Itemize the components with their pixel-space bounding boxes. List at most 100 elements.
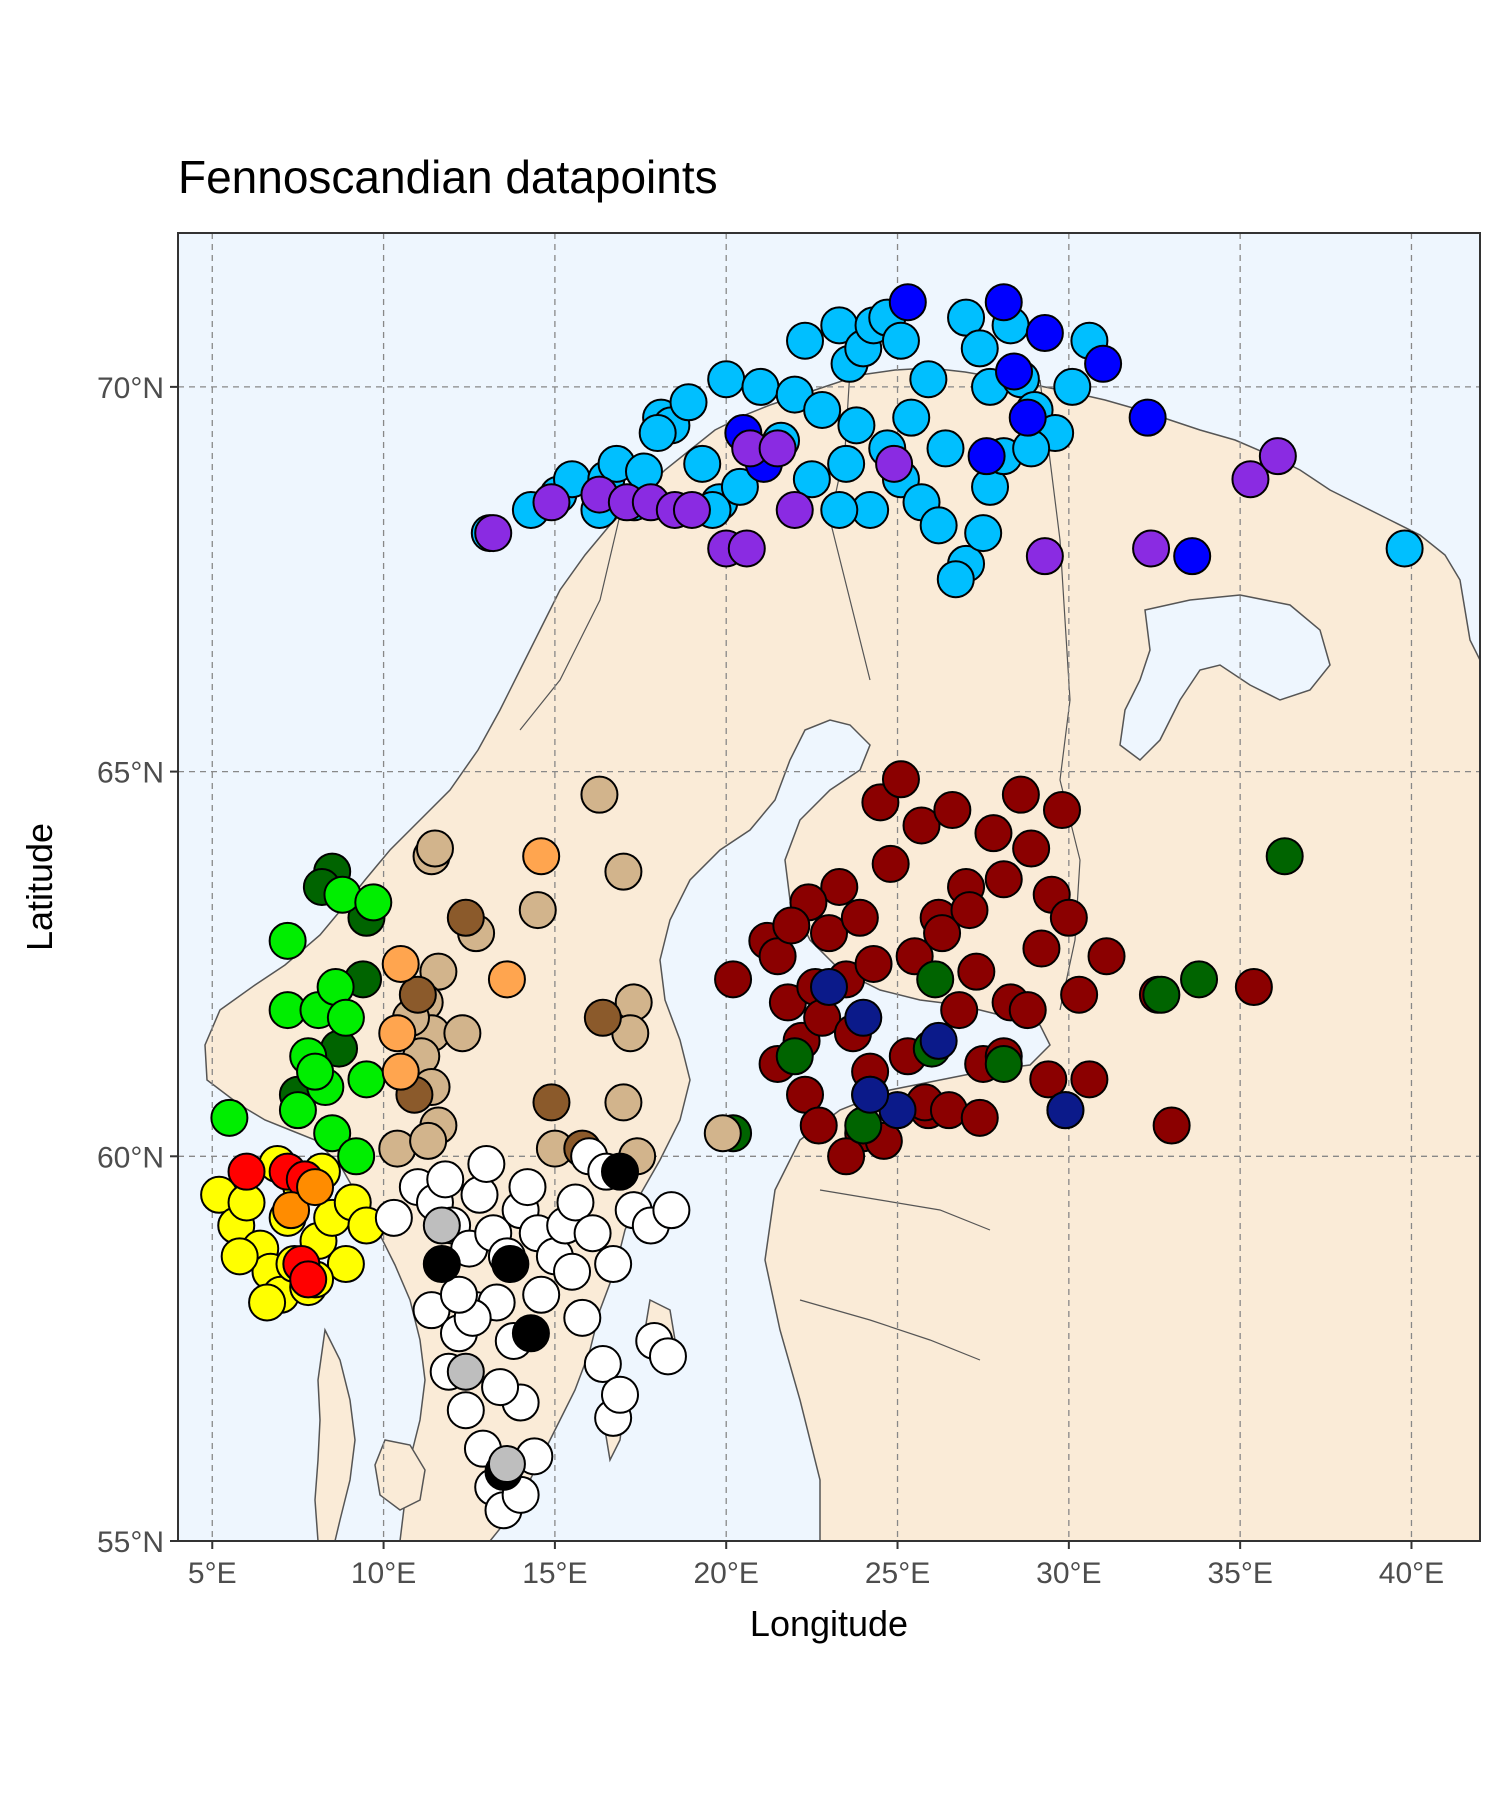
data-point: [803, 390, 842, 429]
data-point: [439, 1275, 478, 1314]
y-tick-label: 70°N: [97, 372, 164, 405]
data-point: [892, 398, 931, 437]
data-point: [984, 860, 1023, 899]
data-point: [210, 1098, 249, 1137]
data-point: [600, 1375, 639, 1414]
data-point: [347, 1060, 386, 1099]
data-point: [313, 1114, 352, 1153]
data-point: [354, 883, 393, 922]
data-point: [409, 1121, 448, 1160]
data-point: [775, 490, 814, 529]
data-point: [1142, 975, 1181, 1014]
data-point: [844, 998, 883, 1037]
panel-border: [177, 232, 1481, 1542]
data-point: [563, 1298, 602, 1337]
data-point: [950, 891, 989, 930]
data-point: [652, 1191, 691, 1230]
data-point: [1001, 775, 1040, 814]
data-point: [957, 952, 996, 991]
data-point: [580, 775, 619, 814]
data-point: [1012, 829, 1051, 868]
y-tick-label: 55°N: [97, 1526, 164, 1559]
data-point: [1087, 937, 1126, 976]
y-axis-ticks: 55°N 60°N 65°N 70°N: [97, 372, 178, 1559]
y-tick-label: 60°N: [97, 1141, 164, 1174]
data-point: [1258, 437, 1297, 476]
data-point: [1008, 398, 1047, 437]
data-point: [518, 891, 557, 930]
data-point: [967, 437, 1006, 476]
data-point: [556, 1183, 595, 1222]
data-point: [926, 429, 965, 468]
x-tick-label: 20°E: [694, 1557, 759, 1590]
data-point: [669, 383, 708, 422]
data-point: [936, 560, 975, 599]
data-point: [1173, 537, 1212, 576]
data-point: [272, 1191, 311, 1230]
data-point: [741, 367, 780, 406]
data-point: [758, 429, 797, 468]
data-point: [775, 1037, 814, 1076]
data-point: [415, 829, 454, 868]
data-point: [683, 444, 722, 483]
data-point: [422, 1206, 461, 1245]
data-point: [851, 1075, 890, 1114]
data-point: [594, 1245, 633, 1284]
data-point: [1128, 398, 1167, 437]
data-point: [727, 529, 766, 568]
data-point: [1070, 1060, 1109, 1099]
x-tick-label: 10°E: [351, 1557, 416, 1590]
data-point: [378, 1014, 417, 1053]
data-point: [296, 1052, 335, 1091]
data-point: [875, 444, 914, 483]
data-point: [888, 283, 927, 322]
data-point: [248, 1283, 287, 1322]
white-sea: [1119, 594, 1331, 761]
data-point: [995, 352, 1034, 391]
data-point: [326, 998, 365, 1037]
y-axis-title: Latitude: [19, 823, 60, 951]
data-point: [522, 1275, 561, 1314]
data-point: [326, 1245, 365, 1284]
data-point: [1180, 960, 1219, 999]
data-point: [460, 1175, 499, 1214]
data-point: [296, 1168, 335, 1207]
data-point: [446, 898, 485, 937]
data-point: [820, 868, 859, 906]
data-point: [707, 360, 746, 399]
data-point: [1042, 791, 1081, 830]
data-point: [583, 998, 622, 1037]
data-point: [672, 490, 711, 529]
data-point: [799, 1106, 838, 1145]
data-point: [772, 906, 811, 945]
x-tick-label: 15°E: [522, 1557, 587, 1590]
data-point: [337, 1137, 376, 1176]
data-point: [422, 1245, 461, 1284]
data-point: [511, 1314, 550, 1353]
map-title: Fennoscandian datapoints: [178, 151, 718, 203]
data-point: [837, 406, 876, 445]
data-point: [1025, 537, 1064, 576]
data-point: [638, 414, 677, 453]
data-point: [583, 1345, 622, 1384]
data-point: [810, 968, 848, 1007]
data-point: [481, 1368, 520, 1407]
data-point: [960, 1098, 999, 1137]
data-point: [278, 1091, 317, 1130]
data-point: [600, 1152, 639, 1191]
data-point: [1084, 344, 1123, 383]
data-point: [1152, 1106, 1191, 1145]
data-point: [446, 1391, 485, 1430]
data-point: [714, 960, 753, 999]
data-point: [1008, 991, 1047, 1030]
data-point: [522, 837, 561, 876]
data-point: [1060, 975, 1099, 1014]
x-tick-label: 25°E: [865, 1557, 930, 1590]
data-point: [909, 360, 948, 399]
data-point: [964, 514, 1003, 553]
data-point: [840, 898, 879, 937]
data-point: [1234, 968, 1273, 1007]
land-denmark: [314, 1327, 356, 1541]
data-point: [1046, 1091, 1085, 1130]
data-point: [984, 1044, 1023, 1083]
